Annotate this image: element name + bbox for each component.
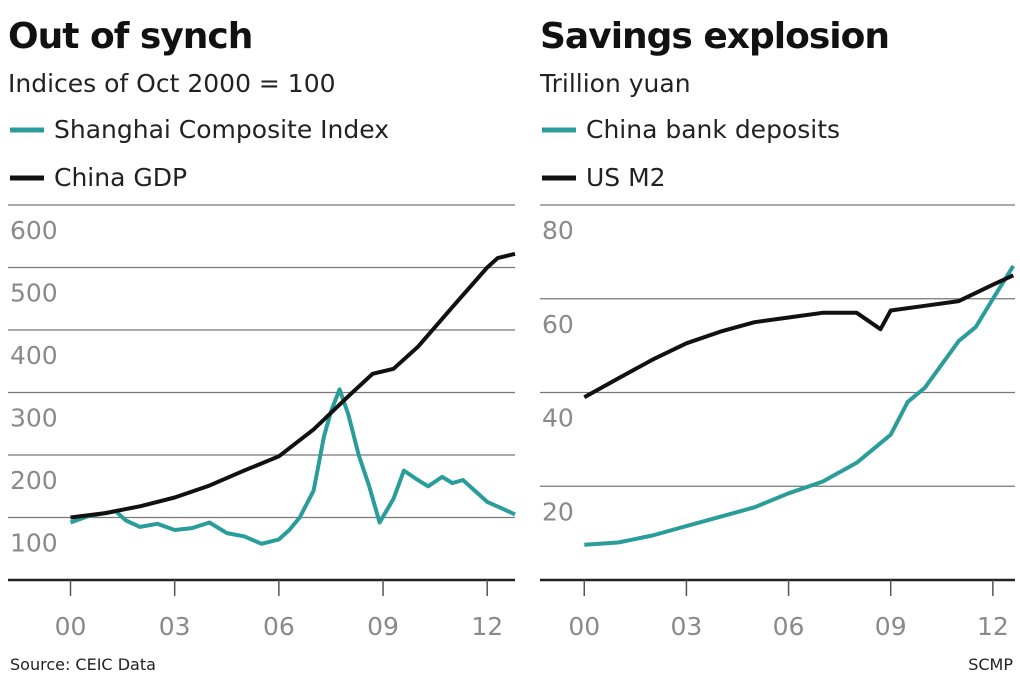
y-tick-label: 300	[10, 404, 58, 433]
chart-subtitle: Indices of Oct 2000 = 100	[8, 69, 336, 98]
series-line	[69, 387, 516, 546]
series-line	[583, 273, 1015, 399]
series-line	[70, 251, 516, 520]
legend-label: China GDP	[54, 163, 187, 192]
y-tick-label: 100	[10, 529, 58, 558]
x-tick-label: 06	[773, 612, 805, 641]
source: Source: CEIC Data	[10, 655, 156, 674]
legend-label: US M2	[586, 163, 666, 192]
x-tick-label: 09	[875, 612, 907, 641]
y-tick-label: 20	[542, 497, 574, 526]
credit: SCMP	[968, 655, 1013, 674]
x-tick-label: 12	[977, 612, 1009, 641]
x-tick-label: 00	[568, 612, 600, 641]
x-tick-label: 12	[471, 612, 503, 641]
y-tick-label: 60	[542, 310, 574, 339]
x-tick-label: 06	[263, 612, 295, 641]
x-tick-label: 03	[671, 612, 703, 641]
x-tick-label: 03	[159, 612, 191, 641]
y-tick-label: 400	[10, 341, 58, 370]
y-tick-label: 40	[542, 404, 574, 433]
series-line	[584, 264, 1015, 547]
x-tick-label: 00	[55, 612, 87, 641]
chart-title: Out of synch	[8, 16, 252, 57]
legend-label: Shanghai Composite Index	[54, 115, 389, 144]
y-tick-label: 500	[10, 279, 58, 308]
y-tick-label: 600	[10, 216, 58, 245]
chart-subtitle: Trillion yuan	[539, 69, 691, 98]
y-tick-label: 200	[10, 466, 58, 495]
y-tick-label: 80	[542, 216, 574, 245]
legend-label: China bank deposits	[586, 115, 840, 144]
x-tick-label: 09	[367, 612, 399, 641]
chart-title: Savings explosion	[540, 16, 889, 57]
